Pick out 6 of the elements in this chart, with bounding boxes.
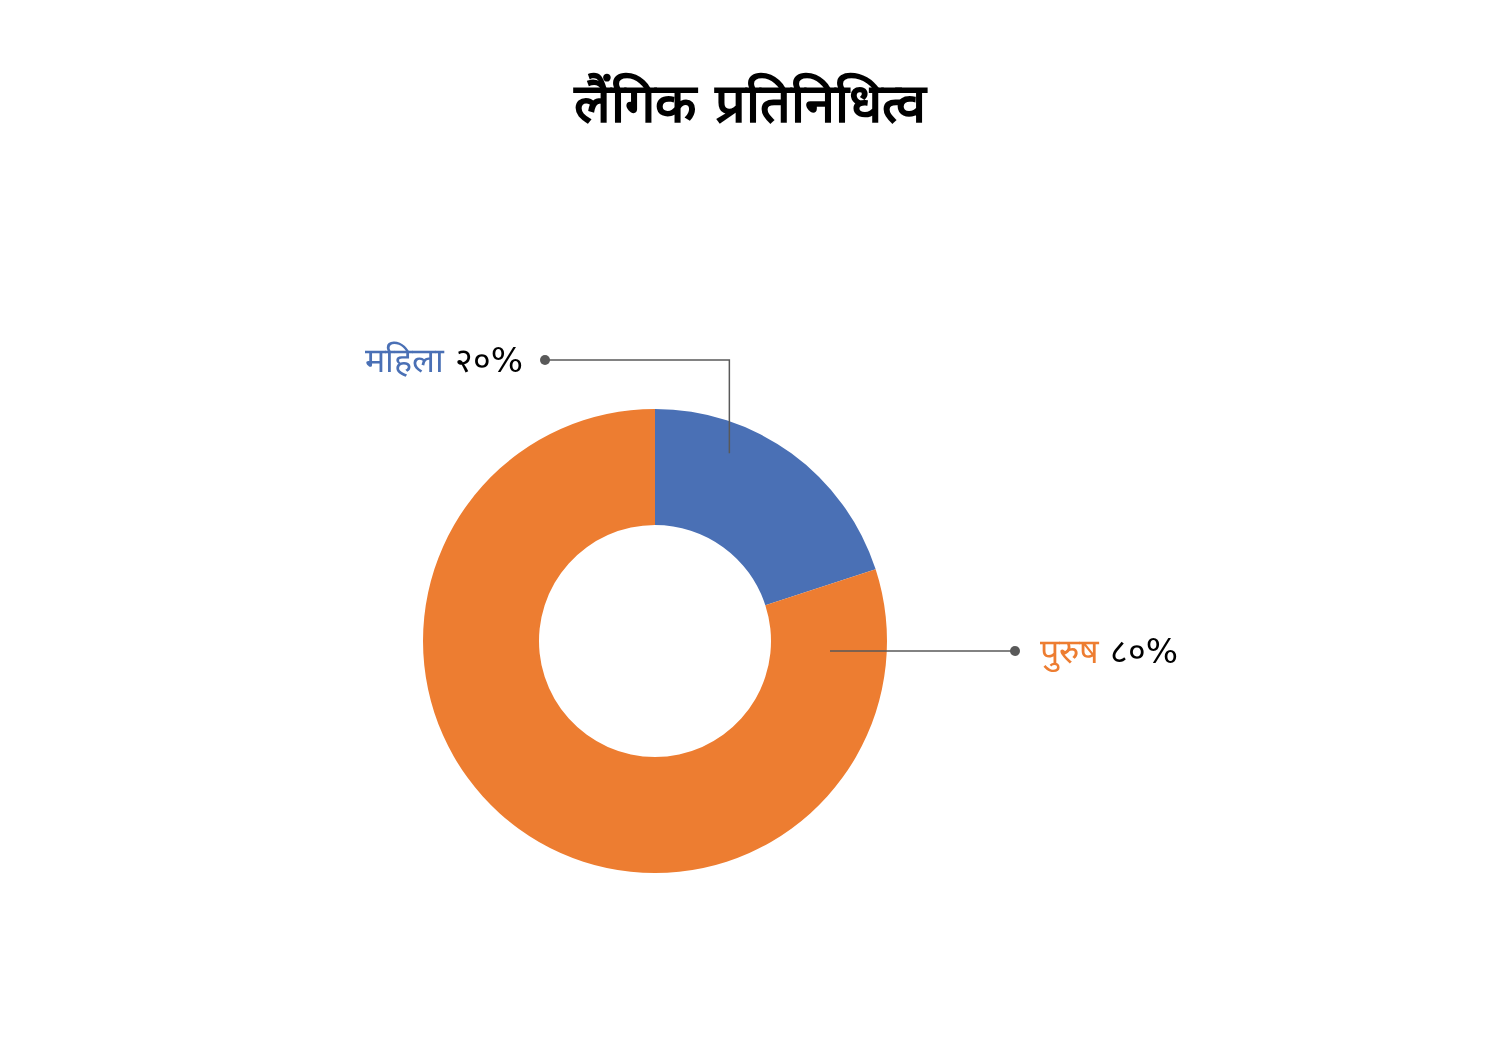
slice-label: पुरुष — [1040, 631, 1100, 673]
donut-slice — [655, 409, 876, 606]
data-label: ८०% — [1099, 631, 1179, 671]
donut-slice — [423, 409, 887, 873]
slice-label: महिला — [364, 340, 445, 380]
chart-title: लैंगिक प्रतिनिधित्व — [573, 72, 928, 135]
